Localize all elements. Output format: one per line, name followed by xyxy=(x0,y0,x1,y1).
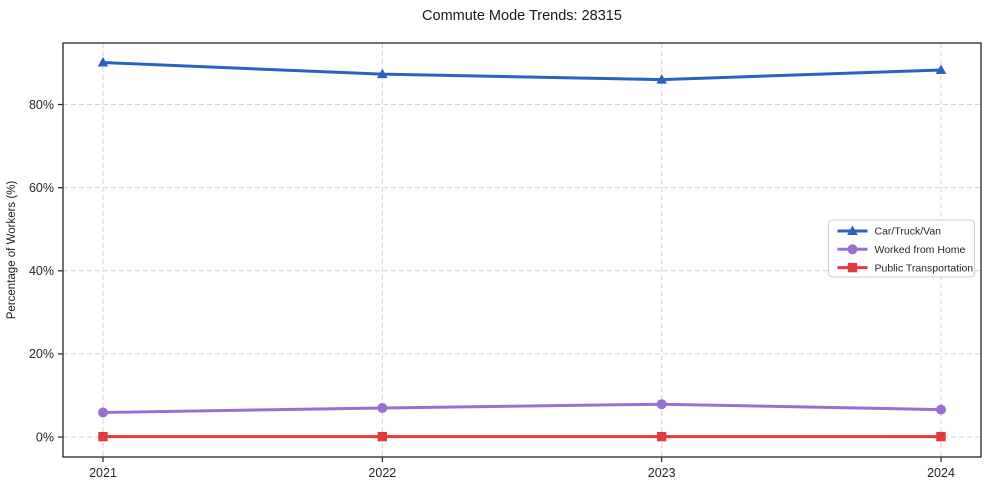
y-tick-label: 40% xyxy=(29,264,54,278)
triangle-marker xyxy=(935,64,947,75)
circle-marker xyxy=(98,407,108,418)
chart-title: Commute Mode Trends: 28315 xyxy=(422,8,622,24)
square-marker xyxy=(936,431,946,442)
x-tick-label: 2024 xyxy=(927,466,955,480)
square-marker xyxy=(847,262,858,273)
circle-marker xyxy=(847,244,858,255)
triangle-marker xyxy=(377,68,388,79)
x-tick-label: 2022 xyxy=(368,466,396,480)
series-line xyxy=(101,402,943,415)
square-marker xyxy=(377,431,388,442)
legend-label: Public Transportation xyxy=(875,262,974,274)
series-car-truck-van xyxy=(97,57,947,84)
y-tick-label: 0% xyxy=(36,430,54,444)
y-tick-label: 60% xyxy=(29,181,54,195)
axis-ticks: 0% 20% 40% 60% 80% 2021 2022 2023 2024 xyxy=(29,98,955,480)
triangle-marker xyxy=(97,57,109,67)
square-marker xyxy=(656,431,667,442)
y-tick-label: 80% xyxy=(29,98,54,112)
legend: Car/Truck/Van Worked from Home Public Tran… xyxy=(828,219,975,278)
series-line xyxy=(101,61,943,82)
legend-label: Car/Truck/Van xyxy=(875,226,942,238)
series-layer xyxy=(97,57,947,442)
triangle-marker xyxy=(656,74,667,84)
circle-marker xyxy=(936,404,946,415)
legend-label: Worked from Home xyxy=(875,244,966,256)
series-public-transportation xyxy=(98,431,946,442)
x-tick-label: 2023 xyxy=(648,466,676,480)
y-axis-label: Percentage of Workers (%) xyxy=(6,181,18,320)
circle-marker xyxy=(377,402,388,413)
legend-item: Public Transportation xyxy=(837,262,974,274)
legend-item: Worked from Home xyxy=(837,244,966,256)
legend-box xyxy=(828,219,975,278)
circle-marker xyxy=(656,399,667,410)
legend-item: Car/Truck/Van xyxy=(837,225,942,238)
y-tick-label: 20% xyxy=(29,347,54,361)
series-worked-from-home xyxy=(98,399,946,418)
square-marker xyxy=(98,431,108,442)
x-tick-label: 2021 xyxy=(89,466,117,480)
plot-border xyxy=(62,42,982,458)
triangle-marker xyxy=(847,225,858,235)
